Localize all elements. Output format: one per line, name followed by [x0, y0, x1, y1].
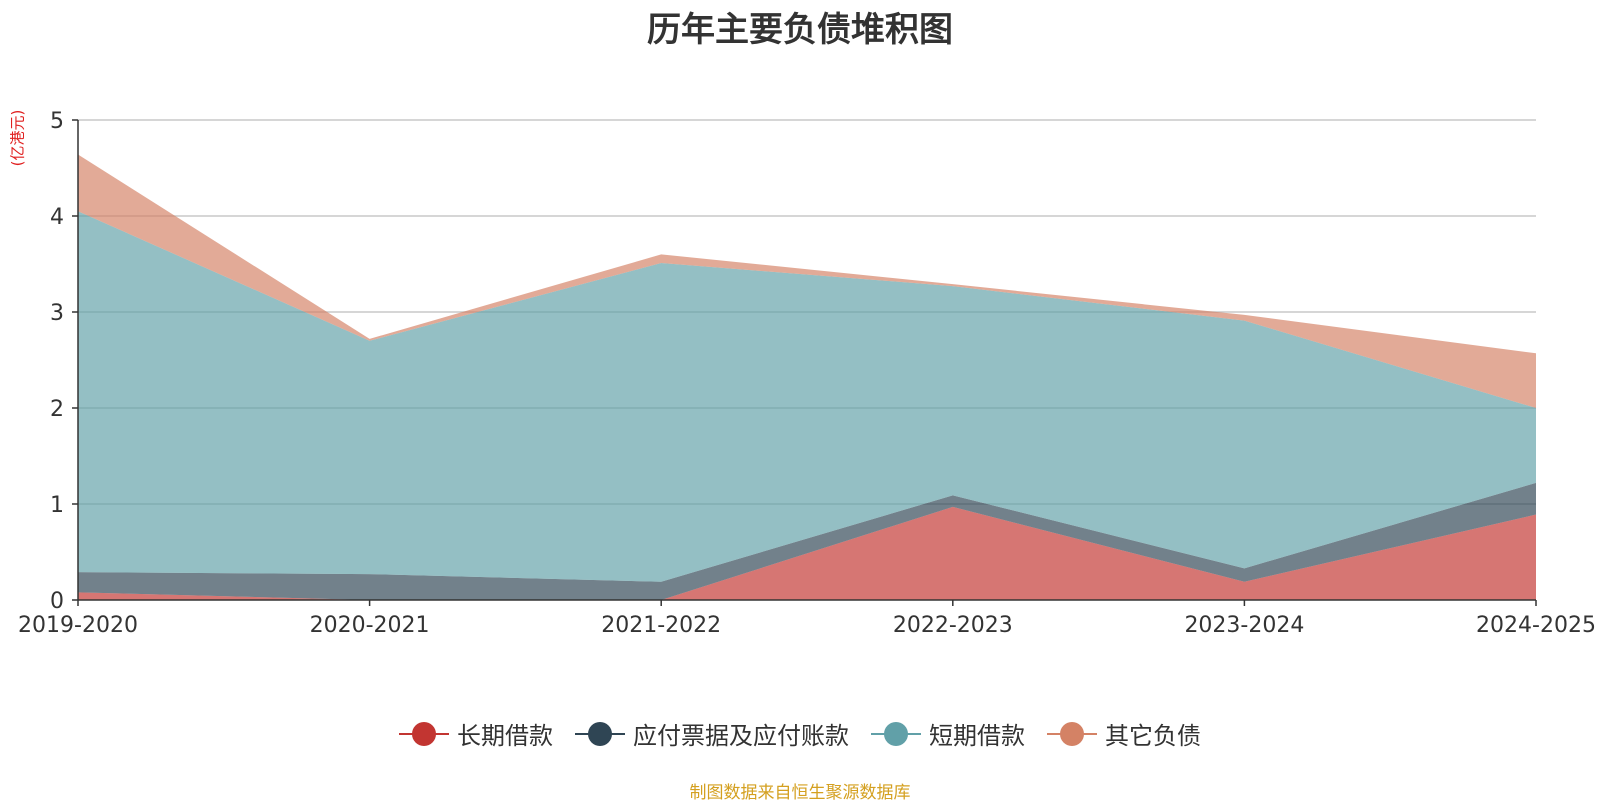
y-tick-label: 5: [50, 109, 64, 134]
x-tick-label: 2022-2023: [893, 613, 1013, 638]
chart-title: 历年主要负债堆积图: [647, 10, 953, 50]
legend-item-2[interactable]: 短期借款: [871, 716, 1025, 751]
area-series-1: [78, 482, 1536, 600]
legend-item-0[interactable]: 长期借款: [399, 716, 553, 751]
legend-item-1[interactable]: 应付票据及应付账款: [575, 716, 849, 751]
x-tick-label: 2023-2024: [1184, 613, 1304, 638]
legend-item-3[interactable]: 其它负债: [1047, 716, 1201, 751]
legend-marker-icon: [399, 721, 449, 746]
y-tick-label: 4: [50, 205, 64, 230]
legend-label: 长期借款: [457, 722, 553, 750]
x-tick-label: 2020-2021: [310, 613, 430, 638]
legend-marker-icon: [871, 721, 921, 746]
area-series: [78, 154, 1536, 600]
legend-label: 短期借款: [929, 722, 1025, 750]
y-tick-label: 3: [50, 301, 64, 326]
axes: 0 1 2 3 4 5 2019-2020 2020-2021 2021-2022 2022-20…: [18, 109, 1596, 638]
legend-marker-icon: [575, 721, 625, 746]
x-tick-label: 2021-2022: [601, 613, 721, 638]
x-tick-label: 2024-2025: [1476, 613, 1596, 638]
x-tick-label: 2019-2020: [18, 613, 138, 638]
legend-label: 其它负债: [1105, 722, 1201, 750]
legend-marker-icon: [1047, 721, 1097, 746]
stacked-area-chart: 0 1 2 3 4 5 2019-2020 2020-2021 2021-2022 2022-20…: [18, 109, 1596, 638]
y-tick-label: 2: [50, 397, 64, 422]
area-series-2: [78, 211, 1536, 582]
legend-label: 应付票据及应付账款: [633, 722, 849, 750]
legend: 长期借款 应付票据及应付账款 短期借款 其它负债: [0, 716, 1600, 751]
y-tick-label: 0: [50, 589, 64, 614]
source-note: 制图数据来自恒生聚源数据库: [689, 783, 911, 803]
y-tick-label: 1: [50, 493, 64, 518]
